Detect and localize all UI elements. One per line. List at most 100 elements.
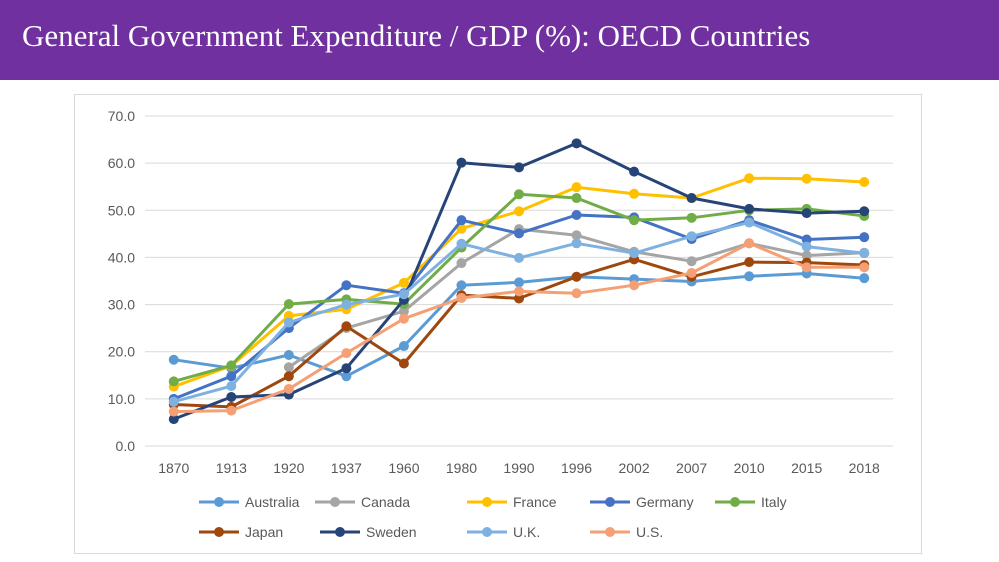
y-tick-label: 10.0 bbox=[108, 391, 135, 407]
series-u-s bbox=[168, 238, 870, 417]
data-point bbox=[571, 288, 582, 299]
data-point bbox=[168, 414, 179, 425]
data-point bbox=[859, 262, 870, 273]
legend-item-u-s: U.S. bbox=[590, 524, 663, 540]
series-lines bbox=[168, 138, 870, 425]
series-germany bbox=[168, 210, 870, 404]
legend-label: Canada bbox=[361, 494, 410, 510]
data-point bbox=[801, 241, 812, 252]
data-point bbox=[398, 358, 409, 369]
x-tick-label: 1913 bbox=[216, 460, 247, 476]
data-point bbox=[456, 238, 467, 249]
legend-label: Japan bbox=[245, 524, 283, 540]
x-tick-label: 1960 bbox=[388, 460, 419, 476]
x-tick-label: 2015 bbox=[791, 460, 822, 476]
chart-frame: 0.0 10.0 20.0 30.0 40.0 50.0 60.0 70.0 1870 1913… bbox=[74, 94, 922, 554]
data-point bbox=[398, 341, 409, 352]
data-point bbox=[744, 217, 755, 228]
x-tick-label: 2002 bbox=[618, 460, 649, 476]
data-point bbox=[341, 299, 352, 310]
line-chart: 0.0 10.0 20.0 30.0 40.0 50.0 60.0 70.0 1870 1913… bbox=[108, 108, 893, 540]
legend-label: U.S. bbox=[636, 524, 663, 540]
data-point bbox=[571, 210, 582, 220]
x-tick-label: 1996 bbox=[561, 460, 592, 476]
data-point bbox=[283, 371, 294, 382]
data-point bbox=[629, 188, 640, 199]
data-point bbox=[398, 277, 409, 288]
legend-swatch-marker bbox=[482, 527, 492, 537]
x-tick-label: 1870 bbox=[158, 460, 189, 476]
data-point bbox=[341, 280, 352, 291]
legend-label: Italy bbox=[761, 494, 787, 510]
legend-item-france: France bbox=[467, 494, 557, 510]
data-point bbox=[859, 232, 870, 243]
legend-swatch-marker bbox=[214, 527, 224, 537]
data-point bbox=[168, 376, 179, 387]
x-tick-label: 2007 bbox=[676, 460, 707, 476]
legend-label: Germany bbox=[636, 494, 694, 510]
y-axis-ticks: 0.0 10.0 20.0 30.0 40.0 50.0 60.0 70.0 bbox=[108, 108, 135, 454]
data-point bbox=[514, 189, 524, 200]
data-point bbox=[629, 166, 640, 177]
data-point bbox=[398, 313, 409, 324]
data-point bbox=[801, 173, 812, 184]
data-point bbox=[226, 405, 237, 416]
y-tick-label: 30.0 bbox=[108, 297, 135, 313]
data-point bbox=[686, 267, 697, 278]
data-point bbox=[168, 406, 179, 417]
data-point bbox=[341, 348, 352, 359]
legend-swatch-marker bbox=[214, 497, 224, 507]
data-point bbox=[801, 250, 812, 261]
legend-swatch-marker bbox=[605, 497, 615, 507]
y-tick-label: 70.0 bbox=[108, 108, 135, 124]
data-point bbox=[801, 208, 812, 219]
legend-item-australia: Australia bbox=[199, 494, 300, 510]
legend-label: U.K. bbox=[513, 524, 540, 540]
series-u-k bbox=[168, 217, 870, 407]
y-tick-label: 40.0 bbox=[108, 249, 135, 265]
legend-item-u-k: U.K. bbox=[467, 524, 540, 540]
data-point bbox=[629, 215, 640, 226]
y-tick-label: 50.0 bbox=[108, 202, 135, 218]
legend-item-japan: Japan bbox=[199, 524, 283, 540]
data-point bbox=[686, 256, 697, 267]
legend-label: France bbox=[513, 494, 557, 510]
legend-swatch-marker bbox=[482, 497, 492, 507]
legend-swatch-marker bbox=[335, 527, 345, 537]
data-point bbox=[859, 177, 870, 187]
data-point bbox=[283, 362, 294, 373]
legend: Australia Canada France Germany Italy Japan Sw… bbox=[199, 494, 787, 540]
data-point bbox=[514, 228, 524, 239]
data-point bbox=[686, 231, 697, 242]
legend-label: Sweden bbox=[366, 524, 417, 540]
x-tick-label: 1990 bbox=[503, 460, 534, 476]
data-point bbox=[226, 371, 237, 382]
legend-item-canada: Canada bbox=[315, 494, 410, 510]
data-point bbox=[571, 193, 582, 204]
data-point bbox=[398, 289, 409, 300]
title-banner: General Government Expenditure / GDP (%)… bbox=[0, 0, 999, 80]
data-point bbox=[571, 230, 582, 241]
legend-swatch-marker bbox=[330, 497, 340, 507]
data-point bbox=[226, 391, 237, 402]
data-point bbox=[283, 350, 294, 361]
data-point bbox=[226, 360, 237, 371]
data-point bbox=[456, 215, 467, 226]
data-point bbox=[514, 252, 524, 263]
data-point bbox=[744, 203, 755, 214]
data-point bbox=[514, 277, 524, 288]
data-point bbox=[398, 306, 409, 317]
data-point bbox=[744, 271, 755, 282]
x-tick-label: 2018 bbox=[849, 460, 880, 476]
data-point bbox=[744, 173, 755, 184]
y-tick-label: 20.0 bbox=[108, 344, 135, 360]
data-point bbox=[168, 354, 179, 365]
data-point bbox=[514, 206, 524, 217]
y-tick-label: 0.0 bbox=[116, 438, 136, 454]
data-point bbox=[341, 363, 352, 374]
data-point bbox=[514, 162, 524, 173]
x-tick-label: 1980 bbox=[446, 460, 477, 476]
data-point bbox=[629, 248, 640, 259]
legend-label: Australia bbox=[245, 494, 300, 510]
data-point bbox=[686, 193, 697, 204]
